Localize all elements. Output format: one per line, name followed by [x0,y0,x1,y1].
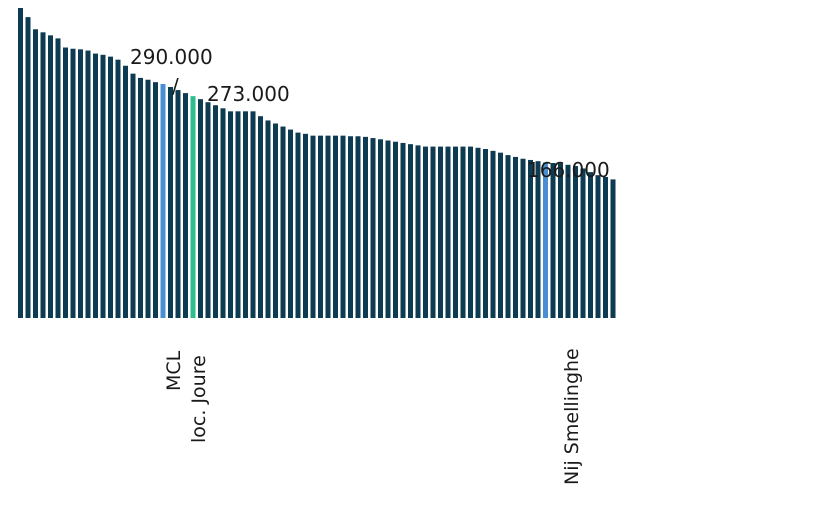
bar [48,35,53,318]
bar [108,56,113,318]
bar [93,53,98,319]
bar [610,179,616,318]
bar [228,111,233,318]
bar-highlight [190,96,196,318]
bar [408,144,413,318]
bar [168,87,173,319]
bar [490,150,496,318]
bar [438,146,443,318]
bar [85,50,91,319]
annotation-mcl-value: 290.000 [130,45,213,69]
bar [430,146,436,318]
bar [393,141,398,318]
bar [483,149,488,318]
bar [235,111,241,318]
bar [588,172,593,318]
bar [288,129,293,318]
bar [250,111,256,318]
bar [378,139,383,318]
bar [310,135,316,318]
bar [363,136,368,318]
bar-highlight [160,83,166,318]
bar [265,120,271,318]
bar [78,49,83,318]
bar [138,77,143,319]
bar [445,146,451,318]
bar [468,146,473,318]
bar [453,146,458,318]
bar [400,142,406,318]
bar [130,73,136,319]
bar [303,133,308,318]
bar [55,38,61,318]
x-label-nij-smellinghe: Nij Smellinghe [561,348,583,485]
bar [145,79,151,318]
bar [280,126,286,318]
bar [318,135,323,318]
bar [153,82,158,318]
bar [423,146,428,318]
bar [100,54,106,319]
bar [505,155,511,318]
bar [220,108,226,318]
bar [115,59,121,319]
bar [123,65,128,318]
bar [198,99,203,319]
bar [595,175,601,318]
bar [18,8,23,318]
annotation-mcl-slash: / [172,74,179,98]
bar [40,32,46,319]
bar [513,156,518,318]
bar [498,152,503,318]
bar [385,140,391,318]
bar [273,123,278,319]
bar [70,48,76,318]
bar [213,105,218,318]
bar [348,136,353,318]
bar [573,166,578,318]
bar [355,136,361,318]
bar [558,163,563,318]
bar [243,111,248,318]
annotation-nij-smellinghe-value: 166.000 [527,158,610,182]
bar [415,145,421,318]
bar [535,161,541,318]
bar [370,138,376,318]
bar [475,147,481,318]
x-label-loc-joure: loc. Joure [188,355,210,443]
bar [175,90,181,318]
bar-highlight [543,162,548,318]
bar [460,146,466,318]
bar [580,168,586,318]
bar [295,132,301,318]
annotation-joure-value: 273.000 [207,82,290,106]
bar [333,135,338,318]
bar [565,164,571,318]
bar [340,135,346,318]
bar [528,159,533,318]
bar [603,176,608,318]
bar [25,17,31,319]
bar [63,47,68,318]
bar [325,135,331,318]
bar [183,93,188,318]
bar [520,158,526,318]
x-label-mcl: MCL [163,350,185,391]
bar [258,116,263,318]
bar [205,102,211,318]
bar [33,29,38,319]
bar [550,163,556,318]
